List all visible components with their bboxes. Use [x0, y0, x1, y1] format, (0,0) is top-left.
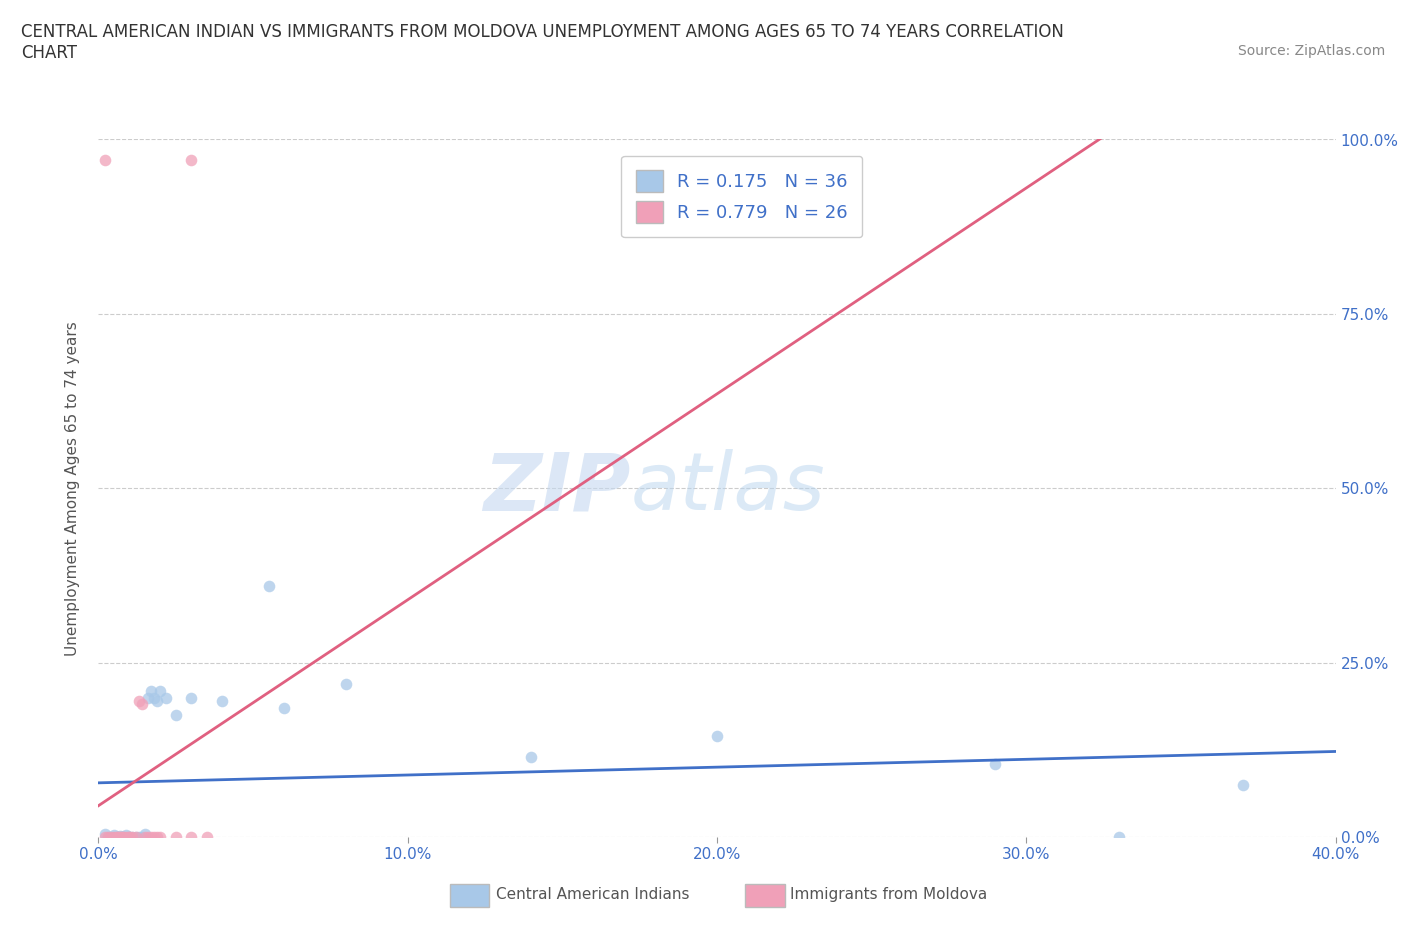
Point [706, 728, 728, 743]
Point [1108, 830, 1130, 844]
Point [143, 830, 166, 844]
Point [149, 830, 172, 844]
Point [335, 676, 357, 691]
Point [103, 830, 125, 844]
Point [124, 830, 146, 844]
Point [97, 830, 120, 844]
Point [149, 683, 172, 698]
Point [112, 830, 135, 844]
Point [121, 830, 143, 844]
Point [93, 826, 115, 841]
Point [108, 830, 131, 844]
Legend: R = 0.175   N = 36, R = 0.779   N = 26: R = 0.175 N = 36, R = 0.779 N = 26 [621, 155, 862, 237]
Point [103, 828, 125, 843]
Point [136, 690, 159, 705]
Point [105, 830, 128, 844]
Point [134, 830, 156, 844]
Point [108, 830, 131, 844]
Point [112, 830, 135, 844]
Point [146, 694, 169, 709]
Y-axis label: Unemployment Among Ages 65 to 74 years: Unemployment Among Ages 65 to 74 years [65, 321, 80, 656]
Text: ZIP: ZIP [484, 449, 630, 527]
Point [97, 830, 120, 844]
Point [180, 830, 202, 844]
Point [1232, 777, 1254, 792]
Point [143, 690, 166, 705]
Text: Immigrants from Moldova: Immigrants from Moldova [790, 887, 987, 902]
Point [121, 830, 143, 844]
Point [146, 830, 169, 844]
Point [180, 153, 202, 168]
Point [211, 694, 233, 709]
Point [115, 830, 138, 844]
Point [155, 690, 177, 705]
Point [118, 830, 141, 844]
Text: CHART: CHART [21, 44, 77, 61]
Point [112, 830, 135, 844]
Point [105, 830, 128, 844]
Point [128, 694, 150, 709]
Point [131, 698, 153, 712]
Point [93, 153, 115, 168]
Point [520, 750, 543, 764]
Point [165, 708, 187, 723]
Point [128, 830, 150, 844]
Point [100, 830, 122, 844]
Point [124, 830, 146, 844]
Point [108, 829, 131, 844]
Point [118, 830, 141, 844]
Point [108, 830, 131, 844]
Point [134, 826, 156, 841]
Point [115, 830, 138, 844]
Text: CENTRAL AMERICAN INDIAN VS IMMIGRANTS FROM MOLDOVA UNEMPLOYMENT AMONG AGES 65 TO: CENTRAL AMERICAN INDIAN VS IMMIGRANTS FR… [21, 23, 1064, 41]
Point [257, 578, 280, 593]
Point [103, 830, 125, 844]
Point [180, 690, 202, 705]
Point [136, 830, 159, 844]
Point [195, 830, 218, 844]
Point [118, 830, 141, 844]
Point [139, 683, 162, 698]
Text: Central American Indians: Central American Indians [496, 887, 690, 902]
Point [112, 830, 135, 844]
Point [118, 830, 141, 844]
Point [984, 756, 1007, 771]
Point [115, 828, 138, 843]
Text: atlas: atlas [630, 449, 825, 527]
Point [93, 830, 115, 844]
Point [273, 700, 295, 715]
Point [139, 830, 162, 844]
Point [105, 830, 128, 844]
Point [165, 830, 187, 844]
Text: Source: ZipAtlas.com: Source: ZipAtlas.com [1237, 44, 1385, 58]
Point [131, 830, 153, 844]
Point [100, 830, 122, 844]
